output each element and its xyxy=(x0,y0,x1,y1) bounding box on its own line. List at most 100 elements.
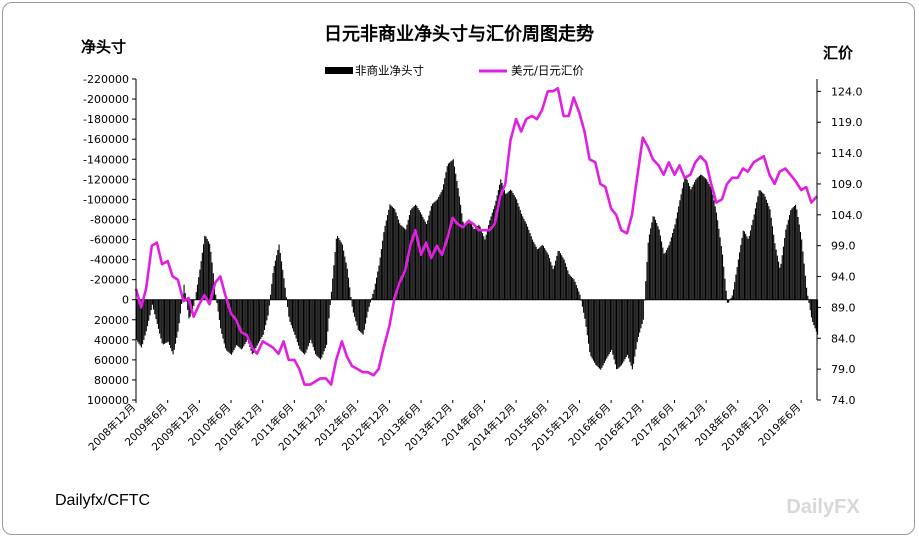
position-bar xyxy=(346,268,348,300)
position-bar xyxy=(577,288,579,300)
position-bar xyxy=(193,299,195,306)
position-bar xyxy=(507,192,509,300)
position-bar xyxy=(581,299,583,307)
position-bar xyxy=(266,299,268,321)
position-bar xyxy=(715,212,717,300)
position-bar xyxy=(810,299,813,318)
position-bar xyxy=(347,277,350,300)
position-bar xyxy=(661,241,663,300)
position-bar xyxy=(413,205,415,300)
position-bar xyxy=(674,224,676,300)
position-bar xyxy=(389,204,391,300)
position-bar xyxy=(326,299,328,345)
right-tick-label: 124.0 xyxy=(831,85,863,98)
position-bar xyxy=(371,298,373,300)
position-bar xyxy=(675,218,677,300)
position-bar xyxy=(410,210,412,300)
position-bar xyxy=(505,193,507,300)
x-axis-ticks: 2008年12月2009年6月2009年12月2010年6月2010年12月20… xyxy=(86,400,803,453)
position-bar xyxy=(544,248,546,300)
position-bar xyxy=(618,299,620,368)
position-bar xyxy=(641,299,643,325)
position-bar xyxy=(254,299,256,351)
position-bar xyxy=(209,243,211,300)
position-bar xyxy=(332,278,334,300)
position-bar xyxy=(345,262,347,300)
position-bar xyxy=(399,223,401,300)
position-bar xyxy=(243,299,245,347)
position-bar xyxy=(603,299,605,364)
position-bar xyxy=(501,182,503,300)
position-bar xyxy=(659,235,661,300)
position-bar xyxy=(708,184,710,300)
position-bar xyxy=(704,178,707,300)
position-bar xyxy=(670,237,672,300)
position-bar xyxy=(200,261,202,300)
position-bar xyxy=(302,299,304,354)
position-bar xyxy=(731,295,733,300)
position-bar xyxy=(365,299,367,324)
position-bar xyxy=(252,299,255,353)
position-bar xyxy=(222,299,224,339)
position-bar xyxy=(732,289,735,300)
position-bar xyxy=(664,252,666,300)
position-bar xyxy=(220,299,222,329)
position-bar xyxy=(735,274,737,300)
position-bar xyxy=(343,250,345,300)
position-bar xyxy=(749,230,752,300)
position-bar xyxy=(524,221,526,300)
position-bar xyxy=(461,213,463,300)
position-bar xyxy=(424,221,426,300)
position-bar xyxy=(757,196,759,300)
position-bar xyxy=(646,261,648,300)
position-bar xyxy=(513,195,515,300)
position-bar xyxy=(517,202,519,300)
position-bar xyxy=(512,192,514,300)
position-bar xyxy=(525,223,527,300)
position-bar xyxy=(199,269,201,300)
position-bar xyxy=(436,199,439,300)
position-bar xyxy=(598,299,601,369)
position-bar xyxy=(422,216,424,300)
position-bar xyxy=(153,299,155,310)
position-bar xyxy=(682,182,685,300)
position-bar xyxy=(396,216,398,300)
position-bar xyxy=(640,299,642,329)
left-tick-label: -180000 xyxy=(83,113,129,126)
right-tick-label: 79.0 xyxy=(831,363,856,376)
left-tick-label: 20000 xyxy=(94,314,129,327)
position-bar xyxy=(518,206,520,300)
position-bar xyxy=(520,213,523,300)
position-bar xyxy=(665,250,668,300)
position-bar xyxy=(558,250,560,300)
position-bar xyxy=(257,299,259,344)
position-bar xyxy=(360,299,362,333)
position-bar xyxy=(282,269,284,300)
position-bar xyxy=(762,192,764,300)
position-bar xyxy=(176,299,178,338)
position-bar xyxy=(466,221,468,300)
right-tick-label: 94.0 xyxy=(831,271,856,284)
position-bar xyxy=(274,260,276,300)
left-tick-label: 60000 xyxy=(94,354,129,367)
position-bar xyxy=(425,224,428,300)
legend: 非商业净头寸 美元/日元汇价 xyxy=(325,64,584,78)
position-bar xyxy=(315,299,317,355)
position-bar xyxy=(506,193,508,300)
position-bar xyxy=(139,299,141,346)
position-bar xyxy=(196,284,199,300)
position-bar xyxy=(159,299,161,334)
position-bar xyxy=(626,299,629,355)
position-bar xyxy=(606,299,608,359)
position-bar xyxy=(293,299,295,332)
position-bar xyxy=(807,295,809,300)
position-bar xyxy=(322,299,324,355)
position-bar xyxy=(467,220,469,300)
position-bar xyxy=(496,195,498,300)
chart-title: 日元非商业净头寸与汇价周图走势 xyxy=(324,23,594,45)
position-bar xyxy=(267,299,269,316)
position-bar xyxy=(790,210,792,300)
position-bar xyxy=(283,278,285,300)
position-bar xyxy=(746,236,748,300)
